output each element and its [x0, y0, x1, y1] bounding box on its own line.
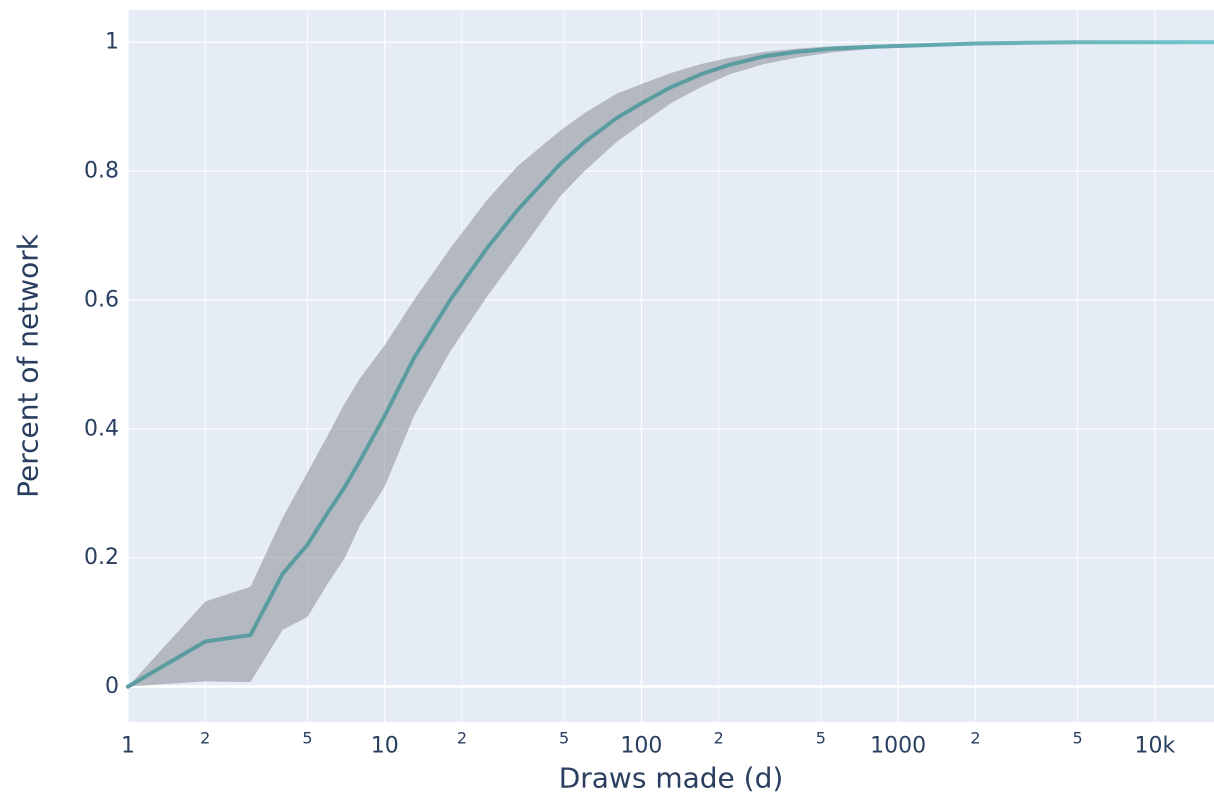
x-tick-label: 1 — [121, 734, 135, 759]
x-minor-tick-label: 2 — [714, 729, 724, 748]
x-tick-label: 10 — [371, 734, 399, 759]
x-axis-ticks: 1 2 5 10 2 5 100 2 5 1000 2 5 10k — [121, 729, 1175, 759]
x-axis-title: Draws made (d) — [559, 762, 784, 795]
y-tick-label: 0.4 — [84, 416, 119, 441]
x-minor-tick-label: 5 — [1072, 729, 1082, 748]
y-axis-title: Percent of network — [12, 233, 45, 498]
confidence-band — [128, 42, 1214, 687]
x-minor-tick-label: 5 — [816, 729, 826, 748]
confidence-band-layer — [128, 42, 1214, 687]
y-tick-label: 0 — [105, 674, 119, 699]
x-minor-tick-label: 2 — [970, 729, 980, 748]
x-tick-label: 100 — [620, 734, 662, 759]
y-axis-ticks: 0 0.2 0.4 0.6 0.8 1 — [84, 30, 119, 699]
y-tick-label: 0.2 — [84, 545, 119, 570]
x-minor-tick-label: 2 — [200, 729, 210, 748]
series-line — [126, 40, 1214, 689]
x-tick-label: 10k — [1134, 734, 1175, 759]
x-tick-label: 1000 — [870, 734, 926, 759]
y-tick-label: 0.6 — [84, 287, 119, 312]
x-minor-tick-label: 5 — [302, 729, 312, 748]
series-line-layer — [126, 40, 1214, 689]
y-tick-label: 0.8 — [84, 159, 119, 184]
x-minor-tick-label: 5 — [559, 729, 569, 748]
y-tick-label: 1 — [105, 30, 119, 55]
x-minor-tick-label: 2 — [457, 729, 467, 748]
